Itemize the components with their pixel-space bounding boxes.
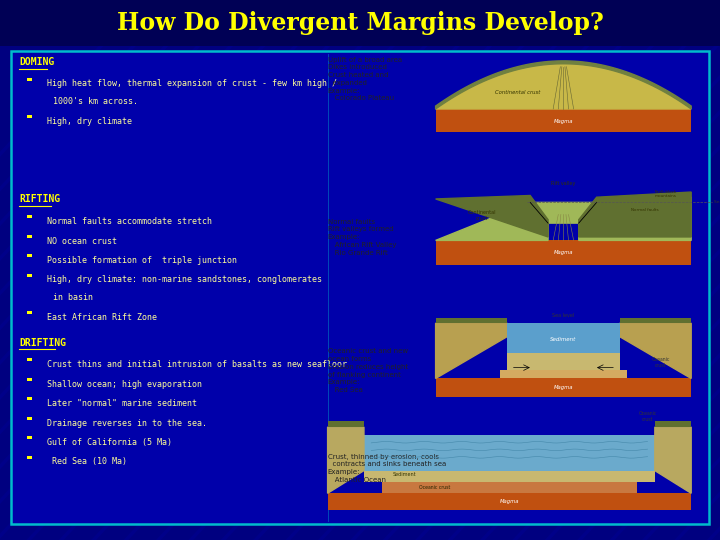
Bar bbox=[620, 318, 691, 323]
Text: Gulf of California (5 Ma): Gulf of California (5 Ma) bbox=[47, 438, 172, 447]
Text: NO ocean crust: NO ocean crust bbox=[47, 237, 117, 246]
Text: Sea level: Sea level bbox=[714, 200, 720, 205]
Text: Uplift of a broad area
Dikes introduced
Crust heated and
  expanded
Example:
   : Uplift of a broad area Dikes introduced … bbox=[328, 57, 402, 102]
Text: Normal faults
Rift valleys formed
Example:
   African Rift Valley
   Rio Grande : Normal faults Rift valleys formed Exampl… bbox=[328, 219, 396, 256]
Text: Oceanic crust: Oceanic crust bbox=[418, 484, 450, 490]
Polygon shape bbox=[655, 427, 691, 494]
Text: Oceanic
crust: Oceanic crust bbox=[639, 411, 657, 422]
Text: 1000's km across.: 1000's km across. bbox=[53, 97, 138, 106]
Bar bbox=[507, 323, 620, 353]
Bar bbox=[27, 359, 32, 361]
Text: Magma: Magma bbox=[554, 384, 573, 389]
Text: High, dry climate: non-marine sandstones, conglomerates: High, dry climate: non-marine sandstones… bbox=[47, 275, 322, 285]
Text: Oceanic crust and new
ocean forms
Erosion reduces height
of flanking continent
E: Oceanic crust and new ocean forms Erosio… bbox=[328, 348, 408, 393]
Bar bbox=[27, 378, 32, 381]
Text: East African Rift Zone: East African Rift Zone bbox=[47, 313, 157, 322]
Bar bbox=[356, 435, 662, 470]
Polygon shape bbox=[436, 323, 507, 379]
Text: Normal faults: Normal faults bbox=[631, 208, 659, 212]
Bar bbox=[11, 51, 709, 524]
Bar bbox=[328, 421, 364, 427]
Text: Sea level: Sea level bbox=[552, 313, 575, 318]
Polygon shape bbox=[620, 323, 691, 379]
Polygon shape bbox=[436, 195, 548, 237]
Polygon shape bbox=[436, 61, 691, 109]
Bar bbox=[27, 115, 32, 118]
Text: DOMING: DOMING bbox=[19, 57, 55, 67]
Text: Drainage reverses in to the sea.: Drainage reverses in to the sea. bbox=[47, 418, 207, 428]
Text: Sediment: Sediment bbox=[550, 337, 577, 342]
Bar bbox=[0, 0, 720, 46]
Bar bbox=[500, 370, 627, 379]
Text: Magma: Magma bbox=[554, 119, 573, 124]
Polygon shape bbox=[579, 192, 691, 237]
Bar bbox=[655, 421, 691, 427]
Text: Normal faults accommodate stretch: Normal faults accommodate stretch bbox=[47, 217, 212, 226]
Text: Magma: Magma bbox=[500, 499, 519, 504]
Polygon shape bbox=[328, 427, 364, 494]
Bar bbox=[27, 397, 32, 400]
Bar bbox=[27, 417, 32, 420]
Text: High, dry climate: High, dry climate bbox=[47, 117, 132, 126]
Bar bbox=[27, 274, 32, 276]
Text: Crust thins and initial intrusion of basalts as new seafloor: Crust thins and initial intrusion of bas… bbox=[47, 360, 347, 369]
Text: DRIFTING: DRIFTING bbox=[19, 338, 66, 348]
Text: Later "normal" marine sediment: Later "normal" marine sediment bbox=[47, 399, 197, 408]
Bar bbox=[436, 379, 691, 397]
Text: Continental crust: Continental crust bbox=[495, 90, 540, 96]
Bar bbox=[27, 78, 32, 80]
Text: Possible formation of  triple junction: Possible formation of triple junction bbox=[47, 256, 237, 265]
Bar bbox=[436, 109, 691, 132]
Text: Rift valley: Rift valley bbox=[552, 181, 575, 186]
Text: RIFTING: RIFTING bbox=[19, 194, 60, 205]
Bar bbox=[27, 456, 32, 458]
Text: How Do Divergent Margins Develop?: How Do Divergent Margins Develop? bbox=[117, 11, 603, 35]
Text: Magma: Magma bbox=[554, 250, 573, 255]
Text: High heat flow, thermal expansion of crust - few km high /: High heat flow, thermal expansion of cru… bbox=[47, 79, 337, 89]
Bar bbox=[27, 436, 32, 439]
Polygon shape bbox=[436, 202, 548, 240]
Text: Crust, thinned by erosion, cools
  contracts and sinks beneath sea
Example:
   A: Crust, thinned by erosion, cools contrac… bbox=[328, 454, 446, 483]
Bar bbox=[507, 353, 620, 370]
Bar bbox=[382, 482, 636, 494]
Text: Shallow ocean; high evaporation: Shallow ocean; high evaporation bbox=[47, 380, 202, 389]
Polygon shape bbox=[436, 64, 691, 109]
Text: Sediment: Sediment bbox=[393, 472, 417, 477]
Bar bbox=[328, 494, 691, 510]
Text: Continental
crust: Continental crust bbox=[467, 210, 496, 221]
Text: Fault-block
mountains: Fault-block mountains bbox=[654, 190, 677, 198]
Text: in basin: in basin bbox=[53, 293, 93, 302]
Bar bbox=[364, 470, 655, 482]
Text: Red Sea (10 Ma): Red Sea (10 Ma) bbox=[47, 457, 127, 467]
Polygon shape bbox=[530, 202, 597, 223]
Polygon shape bbox=[579, 197, 691, 240]
Bar bbox=[27, 235, 32, 238]
Bar bbox=[27, 311, 32, 314]
Bar bbox=[436, 240, 691, 265]
Bar bbox=[27, 254, 32, 257]
Text: Oceanic
crust: Oceanic crust bbox=[652, 357, 670, 368]
Bar bbox=[436, 318, 507, 323]
Bar bbox=[27, 215, 32, 218]
